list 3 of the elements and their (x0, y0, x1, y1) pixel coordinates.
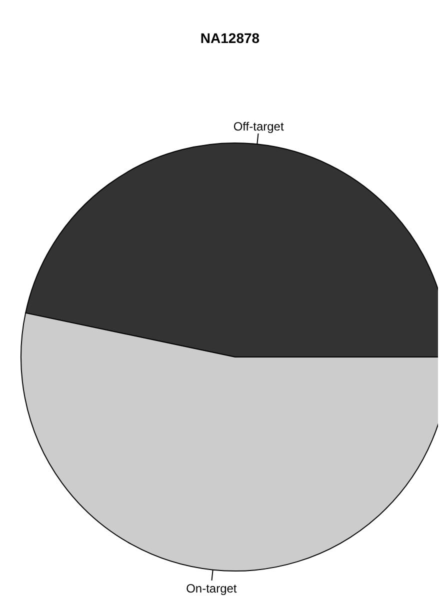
slice-label: Off-target (233, 119, 284, 134)
slice-label: On-target (186, 581, 238, 596)
chart-title: NA12878 (199, 30, 261, 46)
